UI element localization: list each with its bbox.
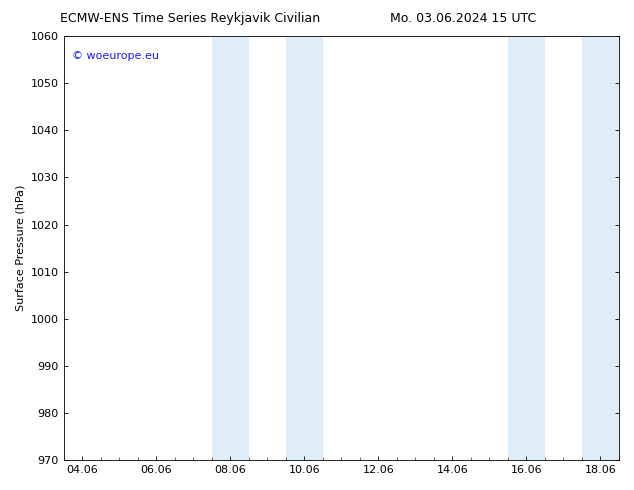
Text: © woeurope.eu: © woeurope.eu <box>72 51 159 61</box>
Text: ECMW-ENS Time Series Reykjavik Civilian: ECMW-ENS Time Series Reykjavik Civilian <box>60 12 320 25</box>
Bar <box>286 36 323 460</box>
Text: Mo. 03.06.2024 15 UTC: Mo. 03.06.2024 15 UTC <box>390 12 536 25</box>
Bar <box>508 36 545 460</box>
Y-axis label: Surface Pressure (hPa): Surface Pressure (hPa) <box>15 185 25 311</box>
Bar <box>212 36 249 460</box>
Bar <box>582 36 619 460</box>
